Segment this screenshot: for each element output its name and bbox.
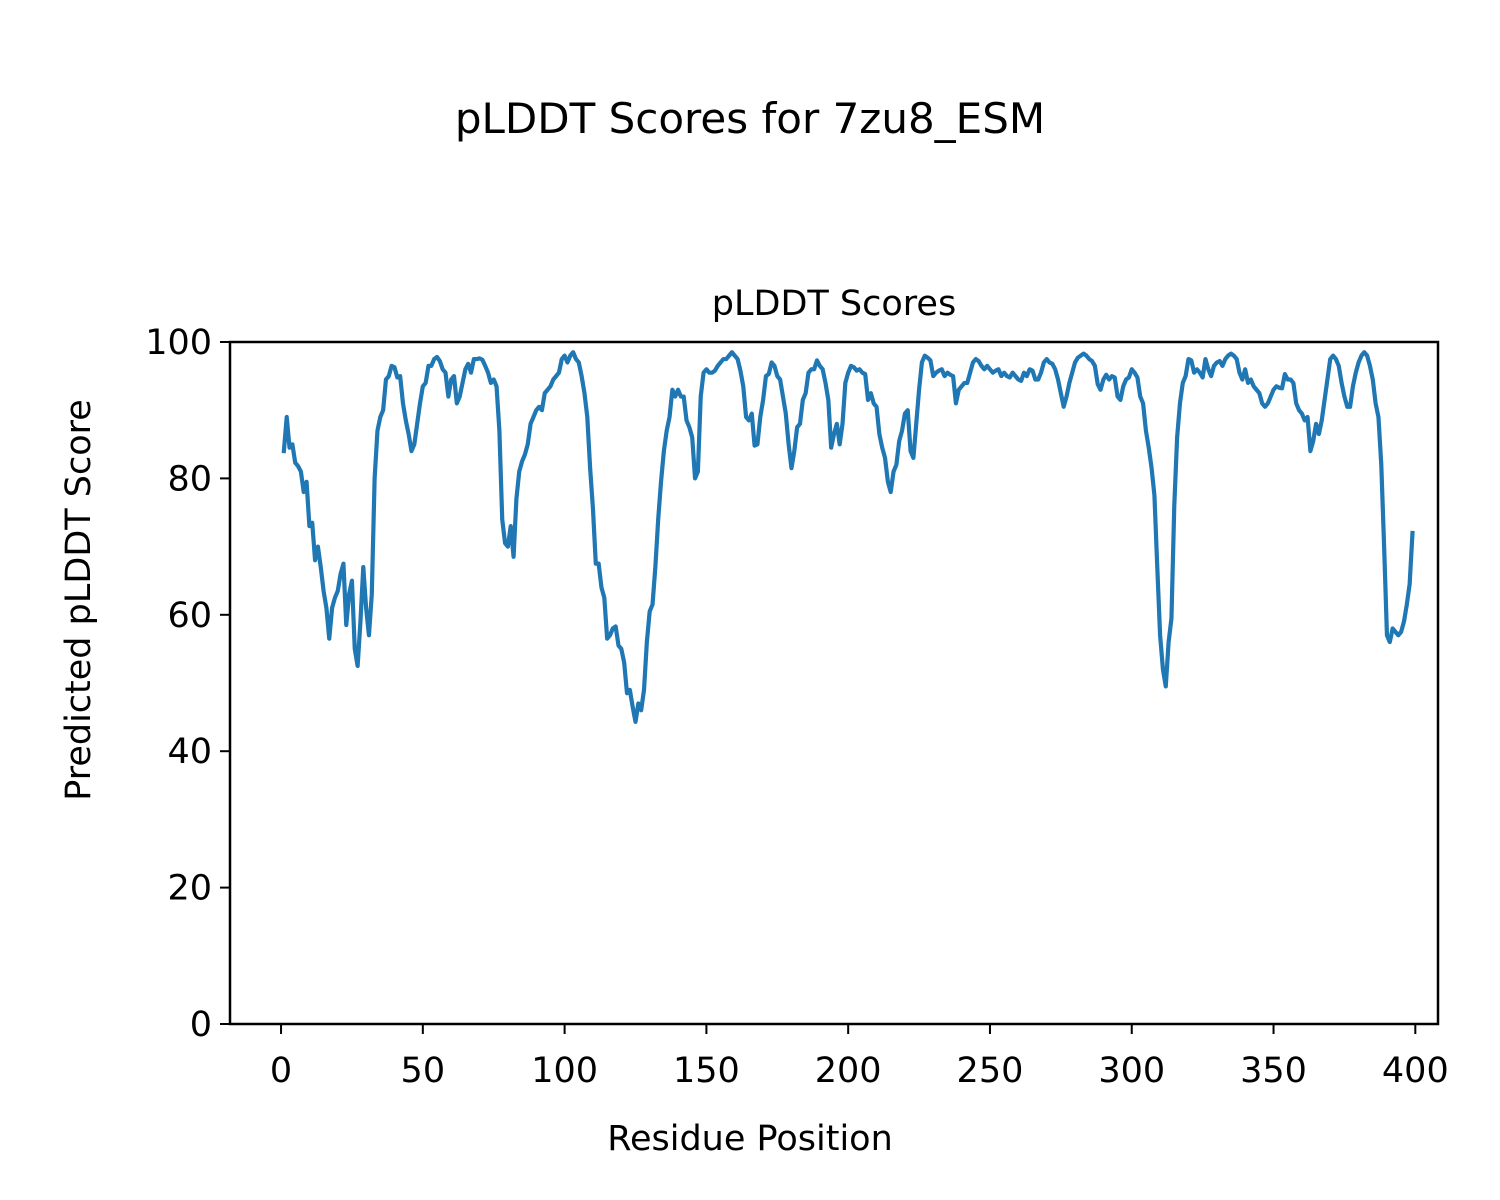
x-tick-label: 400 [1382,1051,1449,1091]
x-tick-label: 200 [815,1051,882,1091]
plot-frame [228,340,1440,1026]
x-tick-label: 350 [1240,1051,1307,1091]
x-axis-label: Residue Position [607,1119,893,1159]
x-axis-ticks: 0 50 100 150 200 250 300 350 400 [270,1024,1449,1091]
y-tick-label: 40 [167,732,212,772]
x-tick-label: 100 [531,1051,598,1091]
figure-suptitle: pLDDT Scores for 7zu8_ESM [455,94,1045,143]
x-tick-label: 150 [673,1051,740,1091]
y-axis-ticks: 0 20 40 60 80 100 [145,323,230,1045]
axes-title: pLDDT Scores [712,284,956,324]
x-tick-label: 50 [401,1051,446,1091]
y-tick-label: 0 [190,1005,212,1045]
y-tick-label: 100 [145,323,212,363]
x-tick-label: 250 [957,1051,1024,1091]
x-tick-label: 300 [1098,1051,1165,1091]
y-tick-label: 20 [167,869,212,909]
y-tick-label: 80 [167,459,212,499]
series-line [281,350,1415,724]
y-tick-label: 60 [167,596,212,636]
x-tick-label: 0 [270,1051,292,1091]
y-axis-label: Predicted pLDDT Score [59,399,99,801]
